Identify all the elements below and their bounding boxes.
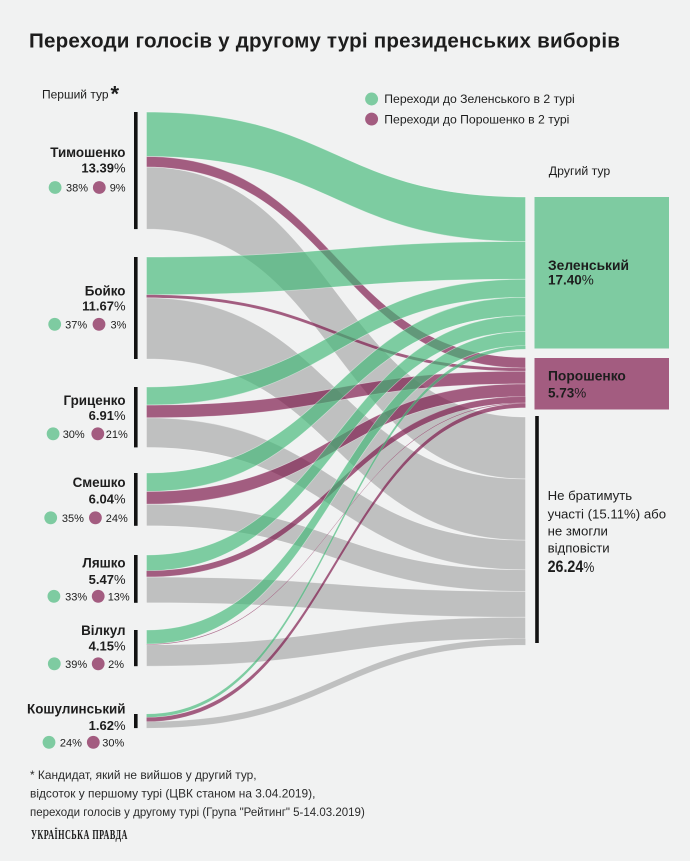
- svg-text:17.40%: 17.40%: [548, 273, 594, 288]
- svg-text:переходи голосів у другому тур: переходи голосів у другому турі (Група "…: [30, 807, 365, 819]
- svg-text:6.91%: 6.91%: [89, 408, 126, 423]
- svg-text:30%: 30%: [63, 429, 85, 441]
- svg-text:не змогли: не змогли: [548, 524, 608, 539]
- svg-text:30%: 30%: [102, 737, 124, 749]
- svg-text:Переходи голосів у другому тур: Переходи голосів у другому турі президен…: [29, 29, 620, 52]
- svg-text:39%: 39%: [65, 659, 87, 671]
- svg-text:Смешко: Смешко: [73, 475, 126, 490]
- svg-text:Перший тур: Перший тур: [42, 88, 109, 102]
- svg-text:5.47%: 5.47%: [89, 572, 126, 587]
- svg-text:Вілкул: Вілкул: [81, 623, 125, 638]
- svg-text:35%: 35%: [62, 513, 84, 525]
- svg-text:участі (15.11%) або: участі (15.11%) або: [548, 506, 666, 521]
- svg-text:9%: 9%: [110, 183, 126, 195]
- svg-text:Переходи до Порошенко в 2 турі: Переходи до Порошенко в 2 турі: [384, 112, 569, 126]
- svg-text:24%: 24%: [106, 513, 128, 525]
- svg-text:37%: 37%: [65, 319, 87, 331]
- svg-text:Переходи до Зеленського в 2 ту: Переходи до Зеленського в 2 турі: [384, 92, 574, 106]
- svg-text:33%: 33%: [65, 591, 87, 603]
- svg-text:*: *: [111, 82, 120, 107]
- svg-text:24%: 24%: [60, 737, 82, 749]
- svg-text:відсоток у першому турі (ЦВК с: відсоток у першому турі (ЦВК станом на 3…: [30, 787, 315, 801]
- svg-text:5.73%: 5.73%: [548, 386, 586, 401]
- svg-text:21%: 21%: [106, 429, 128, 441]
- svg-text:Тимошенко: Тимошенко: [50, 145, 125, 160]
- svg-text:13.39%: 13.39%: [81, 161, 126, 176]
- svg-text:4.15%: 4.15%: [89, 639, 126, 654]
- svg-text:Другий тур: Другий тур: [549, 164, 611, 178]
- svg-text:* Кандидат, який не вийшов у д: * Кандидат, який не вийшов у другий тур,: [30, 768, 257, 782]
- svg-text:відповісти: відповісти: [548, 540, 610, 555]
- svg-text:13%: 13%: [108, 591, 130, 603]
- svg-text:Ляшко: Ляшко: [82, 556, 125, 571]
- svg-text:Порошенко: Порошенко: [548, 369, 626, 384]
- svg-text:Зеленський: Зеленський: [548, 258, 629, 273]
- svg-text:УКРАЇНСЬКА ПРАВДА: УКРАЇНСЬКА ПРАВДА: [31, 827, 128, 843]
- svg-text:26.24%: 26.24%: [548, 558, 595, 576]
- svg-text:11.67%: 11.67%: [82, 299, 126, 314]
- svg-text:2%: 2%: [108, 659, 124, 671]
- svg-text:Бойко: Бойко: [85, 283, 126, 298]
- svg-text:3%: 3%: [111, 319, 127, 331]
- svg-text:38%: 38%: [66, 183, 88, 195]
- svg-text:Не братимуть: Не братимуть: [548, 488, 633, 503]
- svg-text:Гриценко: Гриценко: [64, 393, 126, 408]
- svg-text:Кошулинський: Кошулинський: [27, 702, 125, 717]
- svg-text:1.62%: 1.62%: [89, 718, 126, 733]
- svg-text:6.04%: 6.04%: [89, 492, 126, 507]
